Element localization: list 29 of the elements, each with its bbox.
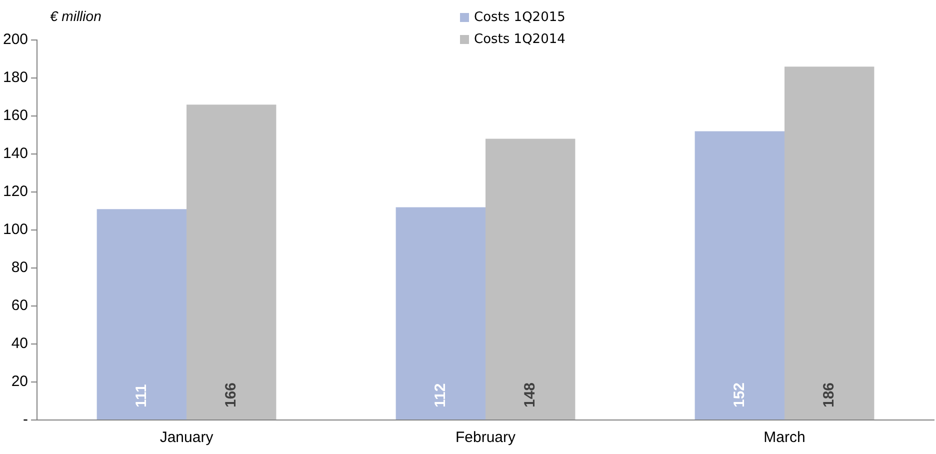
bar — [96, 209, 187, 420]
y-tick-label: 60 — [11, 297, 28, 314]
x-tick-label: February — [456, 429, 516, 446]
x-tick-label: January — [160, 429, 214, 446]
x-tick-label: March — [764, 429, 806, 446]
y-tick-label: 100 — [2, 221, 28, 238]
y-tick-label: 40 — [11, 335, 28, 352]
data-label: 152 — [730, 382, 748, 408]
y-tick-label: 20 — [11, 373, 28, 390]
bar — [784, 66, 874, 420]
y-tick-label: - — [23, 411, 28, 428]
legend-label: Costs 1Q2015 — [474, 10, 566, 24]
y-tick-label: 180 — [2, 69, 28, 86]
data-label: 111 — [132, 384, 150, 408]
data-label: 112 — [432, 383, 449, 408]
y-tick-label: 80 — [11, 259, 28, 276]
bar — [396, 207, 486, 420]
y-tick-label: 200 — [2, 31, 28, 48]
bar — [486, 138, 576, 420]
y-tick-label: 140 — [2, 145, 28, 162]
data-label: 148 — [522, 382, 539, 408]
y-axis-title: € million — [50, 8, 102, 24]
y-tick-label: 120 — [2, 183, 28, 200]
bar — [186, 104, 276, 420]
legend-label: Costs 1Q2014 — [474, 32, 566, 46]
data-label: 166 — [222, 382, 240, 408]
y-tick-label: 160 — [2, 107, 28, 124]
bar — [694, 131, 785, 420]
data-label: 186 — [820, 382, 838, 408]
